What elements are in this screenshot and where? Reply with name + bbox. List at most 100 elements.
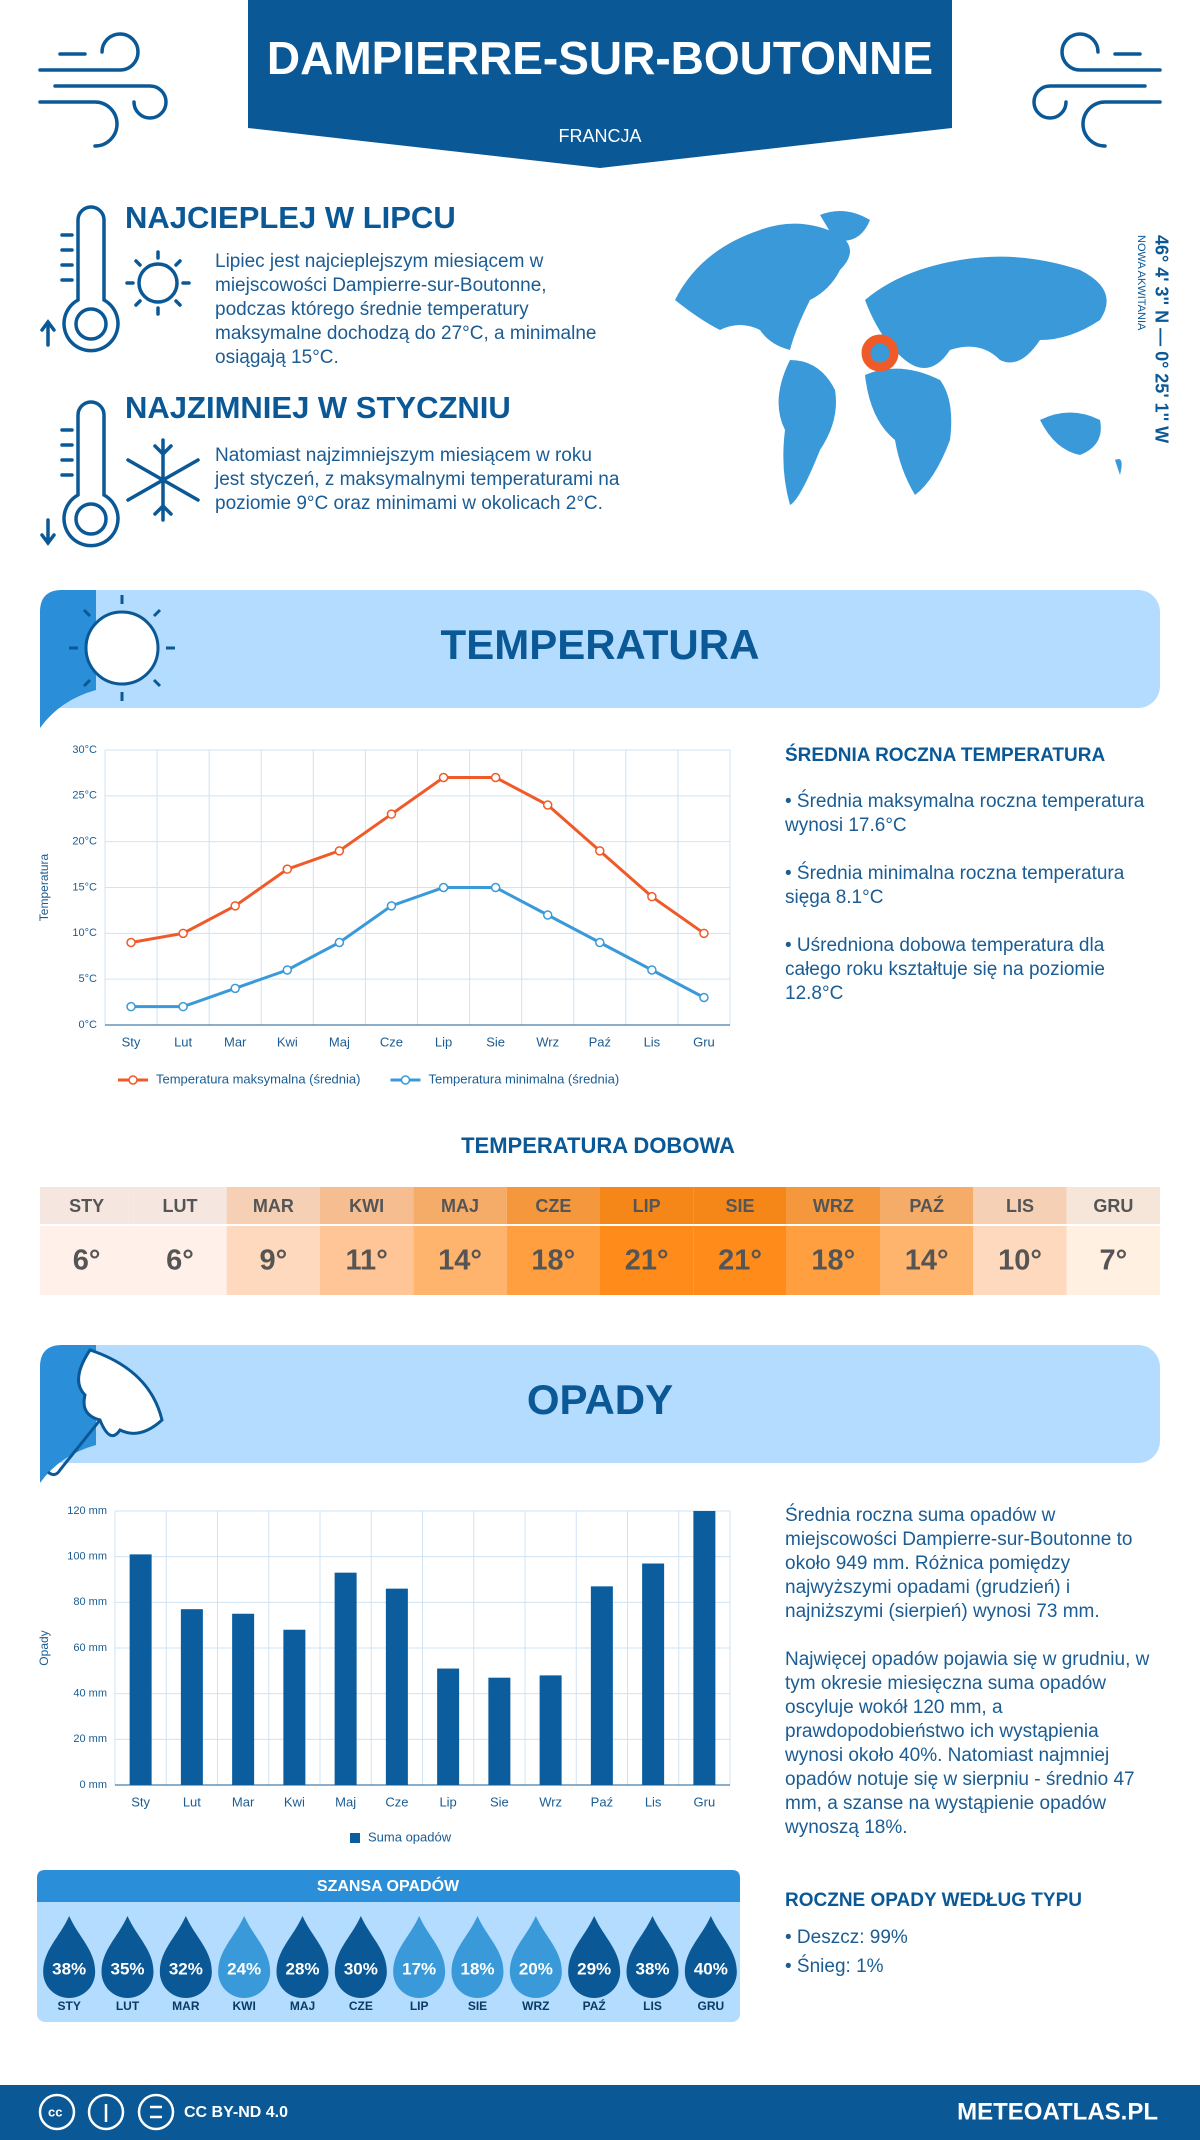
point <box>126 1001 136 1012</box>
x-tick-label: Maj <box>335 1794 356 1809</box>
section-banner <box>40 1345 1160 1463</box>
type-title: ROCZNE OPADY WEDŁUG TYPU <box>785 1890 1082 1911</box>
y-tick-label: 30°C <box>72 744 97 756</box>
point <box>490 882 501 893</box>
table-head-cell <box>693 1187 787 1225</box>
table-head-cell <box>413 1187 507 1225</box>
bar <box>129 1554 152 1785</box>
point <box>542 800 553 810</box>
y-tick-label: 0 mm <box>80 1779 108 1791</box>
y-tick-label: 0°C <box>79 1019 98 1031</box>
y-tick-label: 20°C <box>72 836 97 848</box>
drop-month: STY <box>57 1999 80 2013</box>
drop-month: SIE <box>468 1999 487 2013</box>
license-icons <box>38 2093 175 2131</box>
x-tick-label: Cze <box>380 1034 403 1049</box>
table-head-cell <box>226 1187 320 1225</box>
point <box>178 928 188 939</box>
bar <box>283 1629 306 1785</box>
drop-month: LIS <box>643 1999 662 2013</box>
sun-icon <box>69 595 175 701</box>
legend-label: Temperatura maksymalna (średnia) <box>156 1071 360 1086</box>
table-head-shade <box>880 1187 974 1225</box>
chance-header <box>37 1870 740 1902</box>
table-head-shade <box>40 1187 134 1225</box>
table-month: WRZ <box>813 1196 854 1216</box>
y-tick-label: 120 mm <box>67 1505 107 1517</box>
table-month: MAR <box>253 1196 294 1216</box>
point <box>699 928 709 939</box>
wind-icon <box>38 32 1162 148</box>
drop <box>334 1916 387 1998</box>
x-tick-label: Sty <box>131 1794 150 1809</box>
table-head-shade <box>693 1187 787 1225</box>
bar <box>437 1668 460 1785</box>
drop-month: GRU <box>697 1999 724 2013</box>
y-tick-label: 100 mm <box>67 1551 107 1563</box>
section-title: OPADY <box>527 1376 673 1423</box>
x-tick-label: Cze <box>385 1794 408 1809</box>
bar <box>590 1586 613 1785</box>
header-title: DAMPIERRE-SUR-BOUTONNE <box>267 32 933 84</box>
hot-icon <box>40 205 191 353</box>
table-value: 7° <box>1099 1245 1127 1277</box>
header-subtitle: FRANCJA <box>558 126 641 146</box>
paragraph: • Uśredniona dobowa temperatura dla całe… <box>785 935 1106 1004</box>
table-month: STY <box>69 1196 104 1216</box>
drop-month: LUT <box>116 1999 140 2013</box>
table-cell <box>40 1225 134 1295</box>
table-cell <box>786 1225 880 1295</box>
drop-month: MAJ <box>290 1999 315 2013</box>
y-tick-label: 20 mm <box>73 1733 107 1745</box>
table-value: 6° <box>166 1245 194 1277</box>
drop <box>393 1916 446 1998</box>
table-cell <box>973 1225 1067 1295</box>
x-tick-label: Sie <box>490 1794 509 1809</box>
y-tick-label: 40 mm <box>73 1688 107 1700</box>
drop-month: LIP <box>410 1999 429 2013</box>
types: • Deszcz: 99% • Śnieg: 1% <box>785 1923 1155 1981</box>
location-marker <box>861 334 899 372</box>
point <box>699 992 709 1003</box>
license: CC BY-ND 4.0 <box>184 2104 288 2121</box>
x-tick-label: Kwi <box>277 1034 298 1049</box>
point <box>595 846 605 856</box>
table-head-cell <box>973 1187 1067 1225</box>
coordinates: 46° 4' 3'' N — 0° 25' 1'' W <box>1151 235 1171 443</box>
x-tick-label: Lut <box>174 1034 192 1049</box>
world-map <box>675 211 1122 505</box>
point <box>126 937 136 948</box>
table-value: 10° <box>998 1245 1042 1277</box>
drop-value: 28% <box>285 1959 319 1978</box>
point <box>542 910 553 920</box>
x-tick-label: Wrz <box>536 1034 559 1049</box>
drop-value: 38% <box>635 1959 669 1978</box>
table-head-shade <box>600 1187 694 1225</box>
table-head-cell <box>880 1187 974 1225</box>
x-tick-label: Mar <box>232 1794 255 1809</box>
drop-value: 32% <box>169 1959 203 1978</box>
table-head-cell <box>40 1187 134 1225</box>
point <box>647 891 657 902</box>
table-value: 18° <box>531 1245 575 1277</box>
paragraph: • Deszcz: 99% <box>785 1927 908 1948</box>
table-month: MAJ <box>441 1196 479 1216</box>
drop-value: 24% <box>227 1959 261 1978</box>
paragraph: Średnia roczna suma opadów w miejscowośc… <box>785 1505 1133 1622</box>
point <box>282 864 293 874</box>
point <box>230 983 240 994</box>
table-head-shade <box>1066 1187 1160 1225</box>
table-month: KWI <box>349 1196 384 1216</box>
drop <box>276 1916 329 1998</box>
drop-value: 30% <box>344 1959 378 1978</box>
point <box>178 1001 188 1012</box>
drop <box>568 1916 621 1998</box>
point <box>282 965 293 975</box>
y-tick-label: 15°C <box>72 881 97 893</box>
drop-month: PAŹ <box>583 1998 606 2013</box>
stats: • Średnia maksymalna roczna temperatura … <box>785 790 1155 1030</box>
table-cell <box>320 1225 414 1295</box>
table-head-shade <box>786 1187 880 1225</box>
